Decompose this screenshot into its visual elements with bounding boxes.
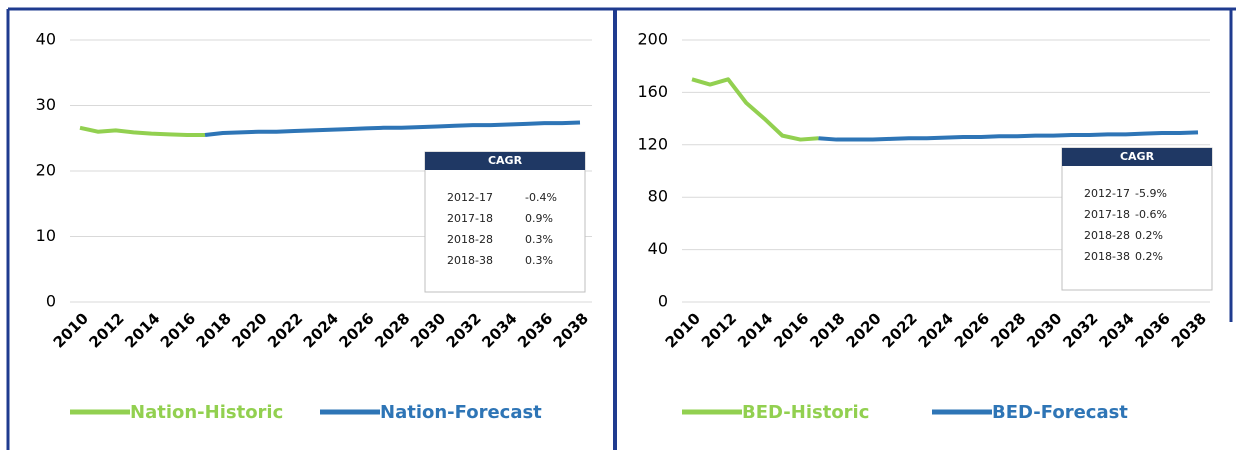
legend-label: Nation-Forecast [380, 402, 542, 423]
cagr-period: 2012-17 [447, 191, 493, 204]
series-line [204, 120, 581, 137]
series-line [79, 125, 205, 137]
y-tick-label: 160 [637, 82, 668, 101]
cagr-period: 2017-18 [447, 212, 493, 225]
y-tick-label: 10 [36, 226, 56, 245]
cagr-title: CAGR [1120, 150, 1155, 163]
cagr-box [424, 151, 586, 293]
cagr-title: CAGR [488, 154, 523, 167]
cagr-period: 2012-17 [1084, 187, 1130, 200]
cagr-period: 2018-28 [1084, 229, 1130, 242]
cagr-value: 0.9% [525, 212, 553, 225]
y-tick-label: 30 [36, 95, 56, 114]
y-tick-label: 40 [648, 239, 668, 258]
cagr-value: -0.4% [525, 191, 557, 204]
y-tick-label: 40 [36, 30, 56, 49]
cagr-period: 2018-38 [1084, 250, 1130, 263]
series-line [691, 77, 819, 142]
y-tick-label: 200 [637, 30, 668, 49]
series-line [818, 130, 1199, 142]
cagr-period: 2018-28 [447, 233, 493, 246]
legend-label: BED-Forecast [992, 402, 1128, 423]
y-tick-label: 80 [648, 187, 668, 206]
cagr-period: 2017-18 [1084, 208, 1130, 221]
legend-label: BED-Historic [742, 402, 869, 423]
y-tick-label: 0 [46, 292, 56, 311]
y-tick-label: 0 [658, 292, 668, 311]
cagr-value: 0.2% [1135, 229, 1163, 242]
cagr-value: 0.3% [525, 233, 553, 246]
cagr-value: -5.9% [1135, 187, 1167, 200]
cagr-box [1061, 147, 1213, 291]
cagr-value: -0.6% [1135, 208, 1167, 221]
legend-label: Nation-Historic [130, 402, 283, 423]
y-tick-label: 20 [36, 161, 56, 180]
cagr-value: 0.3% [525, 254, 553, 267]
cagr-header [1062, 148, 1212, 166]
cagr-period: 2018-38 [447, 254, 493, 267]
cagr-header [425, 152, 585, 170]
y-tick-label: 120 [637, 134, 668, 153]
cagr-value: 0.2% [1135, 250, 1163, 263]
